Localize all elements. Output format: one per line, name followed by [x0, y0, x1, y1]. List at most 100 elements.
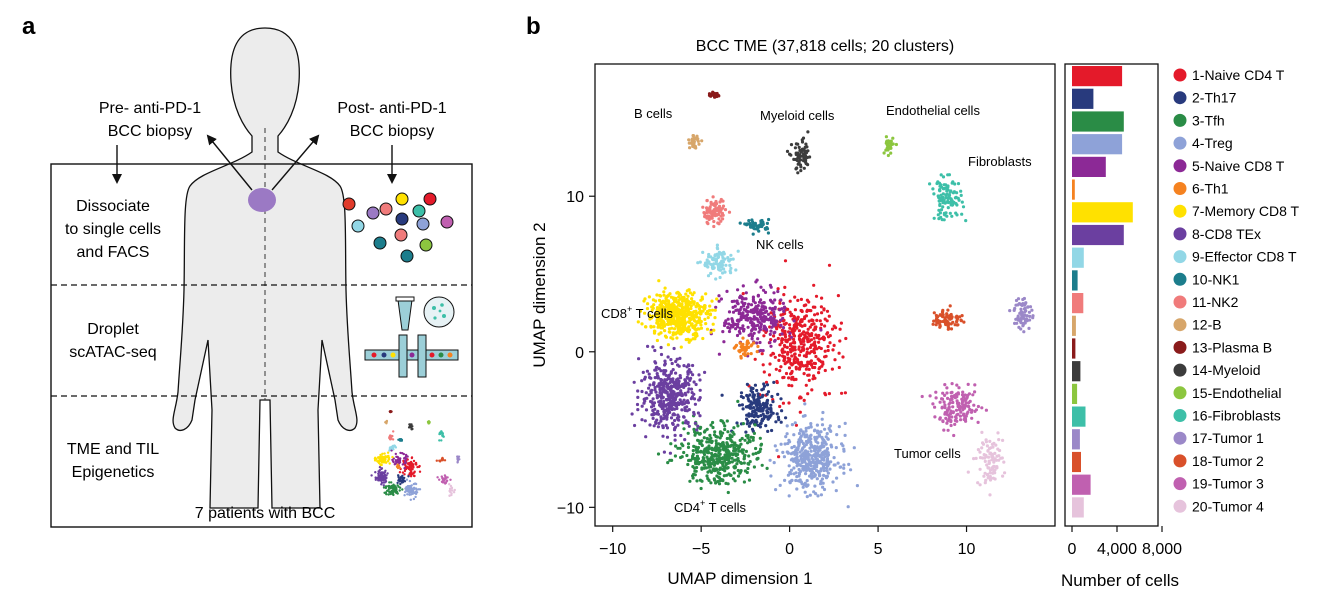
umap-point — [788, 326, 792, 330]
umap-point — [951, 191, 956, 195]
legend-swatch — [1173, 340, 1187, 354]
umap-point — [738, 221, 742, 225]
umap-point — [954, 408, 959, 412]
umap-point — [666, 355, 670, 359]
umap-point — [701, 456, 705, 460]
umap-point — [807, 426, 811, 430]
umap-point — [962, 320, 966, 324]
mini-point — [407, 463, 410, 466]
umap-point — [663, 408, 667, 412]
umap-point — [847, 462, 851, 466]
umap-point — [946, 413, 950, 417]
umap-point — [686, 445, 691, 449]
umap-point — [675, 357, 679, 361]
umap-point — [802, 372, 806, 376]
umap-point — [753, 301, 757, 305]
umap-point — [751, 295, 756, 299]
x-tick-label: 5 — [874, 541, 883, 558]
umap-point — [945, 192, 949, 196]
mini-point — [409, 423, 412, 426]
umap-point — [777, 358, 781, 362]
umap-point — [788, 344, 793, 348]
umap-point — [655, 375, 659, 379]
mini-point — [438, 478, 441, 481]
umap-point — [959, 319, 964, 323]
mini-point — [409, 498, 412, 501]
umap-point — [992, 460, 996, 464]
umap-point — [708, 205, 712, 209]
annot-tumor: Tumor cells — [894, 446, 961, 461]
legend-label: 8-CD8 TEx — [1192, 226, 1261, 242]
mini-point — [443, 474, 447, 477]
umap-point — [652, 412, 656, 416]
x-tick-label: −5 — [692, 541, 710, 558]
umap-point — [773, 330, 777, 334]
umap-point — [682, 427, 686, 431]
umap-point — [985, 473, 990, 477]
umap-point — [752, 322, 756, 326]
umap-point — [674, 322, 678, 326]
umap-point — [677, 385, 681, 389]
umap-point — [801, 136, 806, 140]
mini-point — [380, 458, 383, 461]
umap-point — [843, 391, 848, 395]
umap-point — [711, 468, 715, 472]
umap-point — [782, 305, 787, 309]
umap-point — [650, 305, 654, 309]
bar — [1072, 66, 1123, 87]
umap-point — [751, 220, 755, 224]
umap-point — [743, 222, 747, 226]
umap-point — [772, 380, 776, 384]
umap-point — [663, 359, 667, 363]
umap-point — [760, 463, 764, 467]
umap-point — [939, 208, 944, 212]
umap-point — [793, 328, 797, 332]
umap-point — [696, 424, 700, 428]
umap-point — [780, 409, 784, 413]
umap-point — [804, 383, 808, 387]
umap-point — [776, 392, 780, 396]
umap-point — [788, 299, 792, 303]
umap-point — [672, 346, 676, 351]
umap-point — [728, 263, 732, 267]
umap-point — [709, 215, 714, 219]
umap-point — [692, 380, 696, 384]
umap-point — [812, 342, 816, 346]
umap-point — [769, 329, 773, 333]
umap-point — [732, 471, 736, 475]
umap-point — [684, 393, 688, 397]
umap-point — [802, 343, 806, 347]
y-tick-label: 0 — [575, 345, 584, 362]
mini-point — [398, 466, 402, 469]
umap-point — [686, 442, 691, 446]
umap-point — [756, 337, 760, 341]
umap-point — [647, 393, 651, 397]
umap-point — [801, 464, 805, 469]
umap-point — [700, 479, 704, 483]
umap-point — [764, 402, 768, 407]
umap-point — [650, 388, 654, 392]
umap-point — [938, 211, 943, 215]
umap-point — [636, 395, 640, 399]
mini-point — [392, 430, 395, 433]
legend-swatch — [1173, 159, 1187, 173]
mini-point — [378, 479, 381, 482]
umap-point — [806, 327, 810, 331]
umap-point — [837, 425, 841, 429]
umap-point — [683, 406, 687, 410]
umap-point — [679, 389, 683, 393]
umap-point — [675, 383, 679, 387]
umap-point — [984, 408, 989, 412]
umap-point — [1001, 474, 1005, 478]
umap-point — [939, 173, 943, 177]
umap-point — [797, 353, 802, 357]
umap-point — [961, 404, 965, 408]
umap-point — [997, 458, 1001, 462]
umap-point — [738, 326, 742, 330]
umap-point — [713, 316, 717, 320]
umap-point — [802, 398, 806, 402]
umap-point — [885, 140, 889, 144]
umap-point — [822, 308, 826, 312]
umap-point — [741, 324, 745, 328]
umap-point — [1003, 471, 1007, 475]
